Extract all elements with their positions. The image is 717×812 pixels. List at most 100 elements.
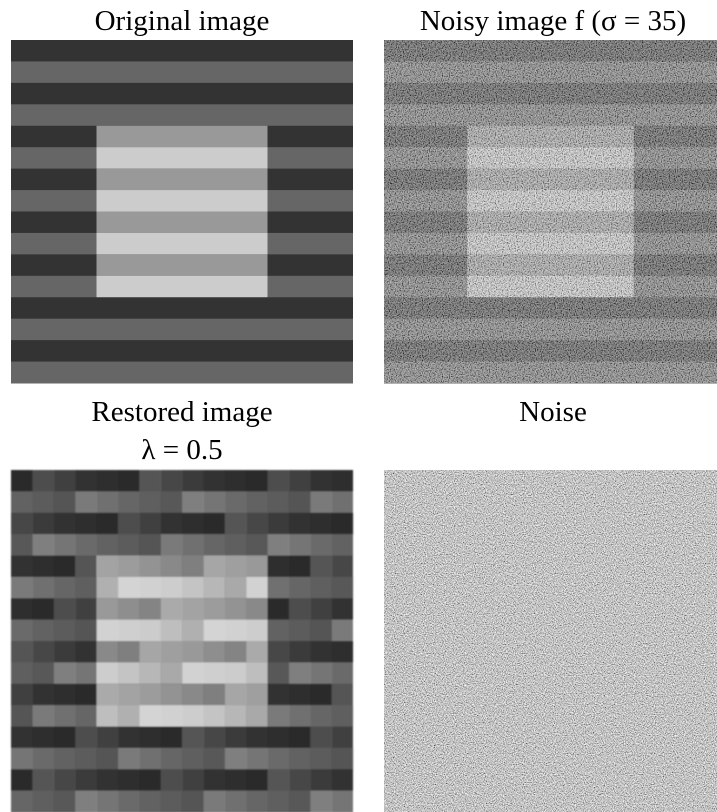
patch [310, 555, 333, 578]
patch [203, 726, 226, 749]
patch [331, 491, 354, 514]
patch [246, 491, 268, 513]
patch [96, 683, 119, 706]
patch [96, 619, 119, 642]
patch [310, 790, 333, 812]
patch [117, 576, 140, 599]
patch [75, 683, 97, 706]
stripe [11, 318, 353, 341]
patch [267, 555, 290, 578]
restored-image [11, 470, 354, 812]
patch [225, 491, 247, 513]
patch [267, 705, 290, 727]
patch [182, 662, 204, 685]
patch [331, 641, 354, 663]
patch [246, 598, 268, 621]
patch [11, 705, 33, 727]
patch [96, 747, 119, 770]
patch [331, 683, 354, 706]
patch [32, 598, 55, 621]
patch [139, 641, 162, 663]
patch [246, 769, 268, 792]
patch [54, 641, 76, 663]
square-stripe [96, 125, 268, 148]
patch [96, 641, 119, 663]
patch [225, 727, 247, 749]
patch [310, 747, 333, 770]
patch [117, 512, 140, 535]
original-image [11, 40, 353, 384]
stripe [11, 297, 353, 320]
patch [96, 512, 119, 535]
stripe [11, 104, 353, 127]
patch [139, 684, 161, 706]
patch [11, 598, 33, 621]
patch [268, 513, 290, 535]
patch [182, 747, 204, 770]
patch [139, 747, 162, 770]
patch [32, 769, 55, 792]
patch [224, 641, 247, 663]
patch [246, 576, 268, 599]
patch [224, 512, 247, 535]
patch [310, 491, 333, 514]
patch [97, 534, 119, 556]
patch [268, 748, 290, 770]
patch [97, 769, 119, 791]
patch [288, 491, 311, 514]
noisy-image [384, 40, 717, 384]
panel-title: Original image [95, 5, 270, 37]
patch [75, 790, 97, 812]
noise-image [384, 470, 717, 812]
patch [288, 683, 311, 706]
patch [139, 470, 162, 492]
patch [53, 534, 76, 556]
patch [288, 705, 311, 727]
patch [11, 641, 33, 663]
patch [224, 683, 247, 706]
patch [310, 598, 333, 621]
patch [117, 619, 140, 642]
patch [203, 683, 226, 706]
patch [139, 576, 162, 599]
patch [139, 534, 162, 556]
patch [139, 769, 162, 792]
patch [182, 790, 204, 812]
patch [246, 470, 268, 492]
patch [11, 512, 33, 535]
patch [288, 790, 311, 812]
patch [267, 790, 290, 812]
patch [160, 705, 183, 727]
patch [289, 748, 311, 770]
patch [160, 726, 183, 749]
patch [139, 726, 162, 749]
patch [160, 555, 183, 578]
patch [96, 555, 119, 578]
patch [267, 534, 290, 556]
patch [182, 512, 204, 535]
patch [267, 726, 290, 749]
patch [267, 769, 290, 792]
patch [160, 470, 183, 492]
patch [267, 576, 290, 599]
patch [224, 705, 247, 727]
patch [182, 534, 204, 556]
patch [182, 598, 204, 621]
patch [53, 769, 76, 792]
patch [332, 534, 354, 556]
patch [182, 577, 204, 599]
panel-title: Noisy image f (σ = 35) [420, 5, 686, 37]
patch [182, 769, 204, 792]
patch [331, 790, 354, 812]
patch [32, 748, 54, 770]
patch [117, 769, 140, 792]
patch [332, 662, 354, 684]
patch [32, 555, 55, 578]
stripe [11, 361, 353, 384]
patch [53, 726, 76, 749]
square-stripe [96, 254, 268, 277]
patch [11, 620, 33, 642]
patch [160, 534, 183, 556]
patch [75, 512, 97, 535]
patch [310, 726, 333, 749]
